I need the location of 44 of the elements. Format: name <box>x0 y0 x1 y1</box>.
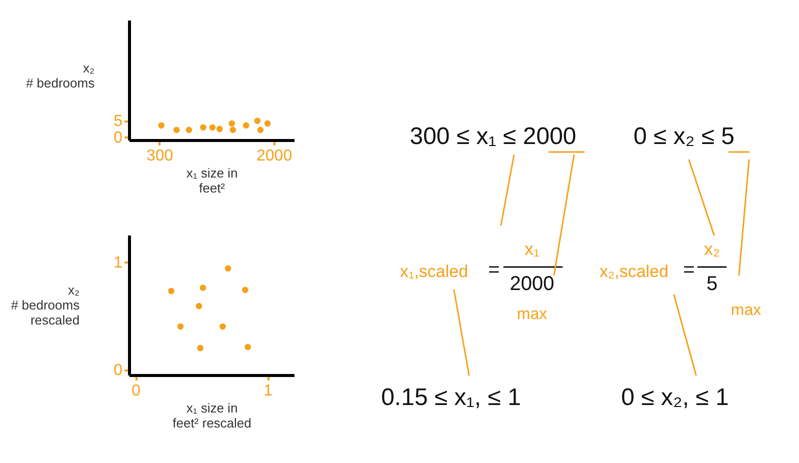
y-tick-label: 1 <box>114 254 123 272</box>
point <box>230 126 236 134</box>
x-axis-title: x₁ size in feet² <box>186 166 238 196</box>
point <box>200 124 206 131</box>
text: 300 ≤ x₁ ≤ 2000 <box>410 123 576 150</box>
text: max <box>516 306 548 323</box>
point <box>254 118 261 124</box>
text: = <box>488 259 500 281</box>
text: x₂,scaled <box>600 262 668 281</box>
point <box>173 126 180 134</box>
point <box>209 124 216 131</box>
x-tick-label: 300 <box>146 148 174 164</box>
y-tick-label: 5 <box>114 113 123 130</box>
point <box>158 122 164 129</box>
text: x₁,scaled <box>400 262 468 281</box>
x-axis-title: x₁ size in feet² rescaled <box>172 400 252 430</box>
y-tick-label: 0 <box>114 129 123 146</box>
text: x₂ <box>704 239 720 259</box>
point <box>242 122 250 129</box>
point <box>186 126 192 134</box>
text: x₁ <box>524 239 540 259</box>
text: 2000 <box>510 273 554 295</box>
point <box>168 288 174 294</box>
point <box>177 323 184 330</box>
point <box>228 120 235 127</box>
y-tick-label: 0 <box>114 362 123 380</box>
point <box>196 302 202 310</box>
y-axis-title: x₂ # bedrooms rescaled <box>10 282 80 328</box>
point <box>197 344 204 352</box>
point <box>244 344 251 350</box>
point <box>220 323 226 330</box>
text: 0.15 ≤ x₁, ≤ 1 <box>381 384 521 411</box>
point <box>264 120 271 127</box>
text: 5 <box>706 273 718 295</box>
text: = <box>683 259 695 281</box>
text: 0 ≤ x₂, ≤ 1 <box>621 384 729 411</box>
point <box>257 126 264 134</box>
point <box>200 284 206 291</box>
point <box>224 265 232 272</box>
y-axis-title: x₂ # bedrooms <box>26 60 96 90</box>
point <box>242 286 248 294</box>
text: 0 ≤ x₂ ≤ 5 <box>633 123 735 150</box>
point <box>216 126 223 132</box>
text: max <box>730 302 762 319</box>
